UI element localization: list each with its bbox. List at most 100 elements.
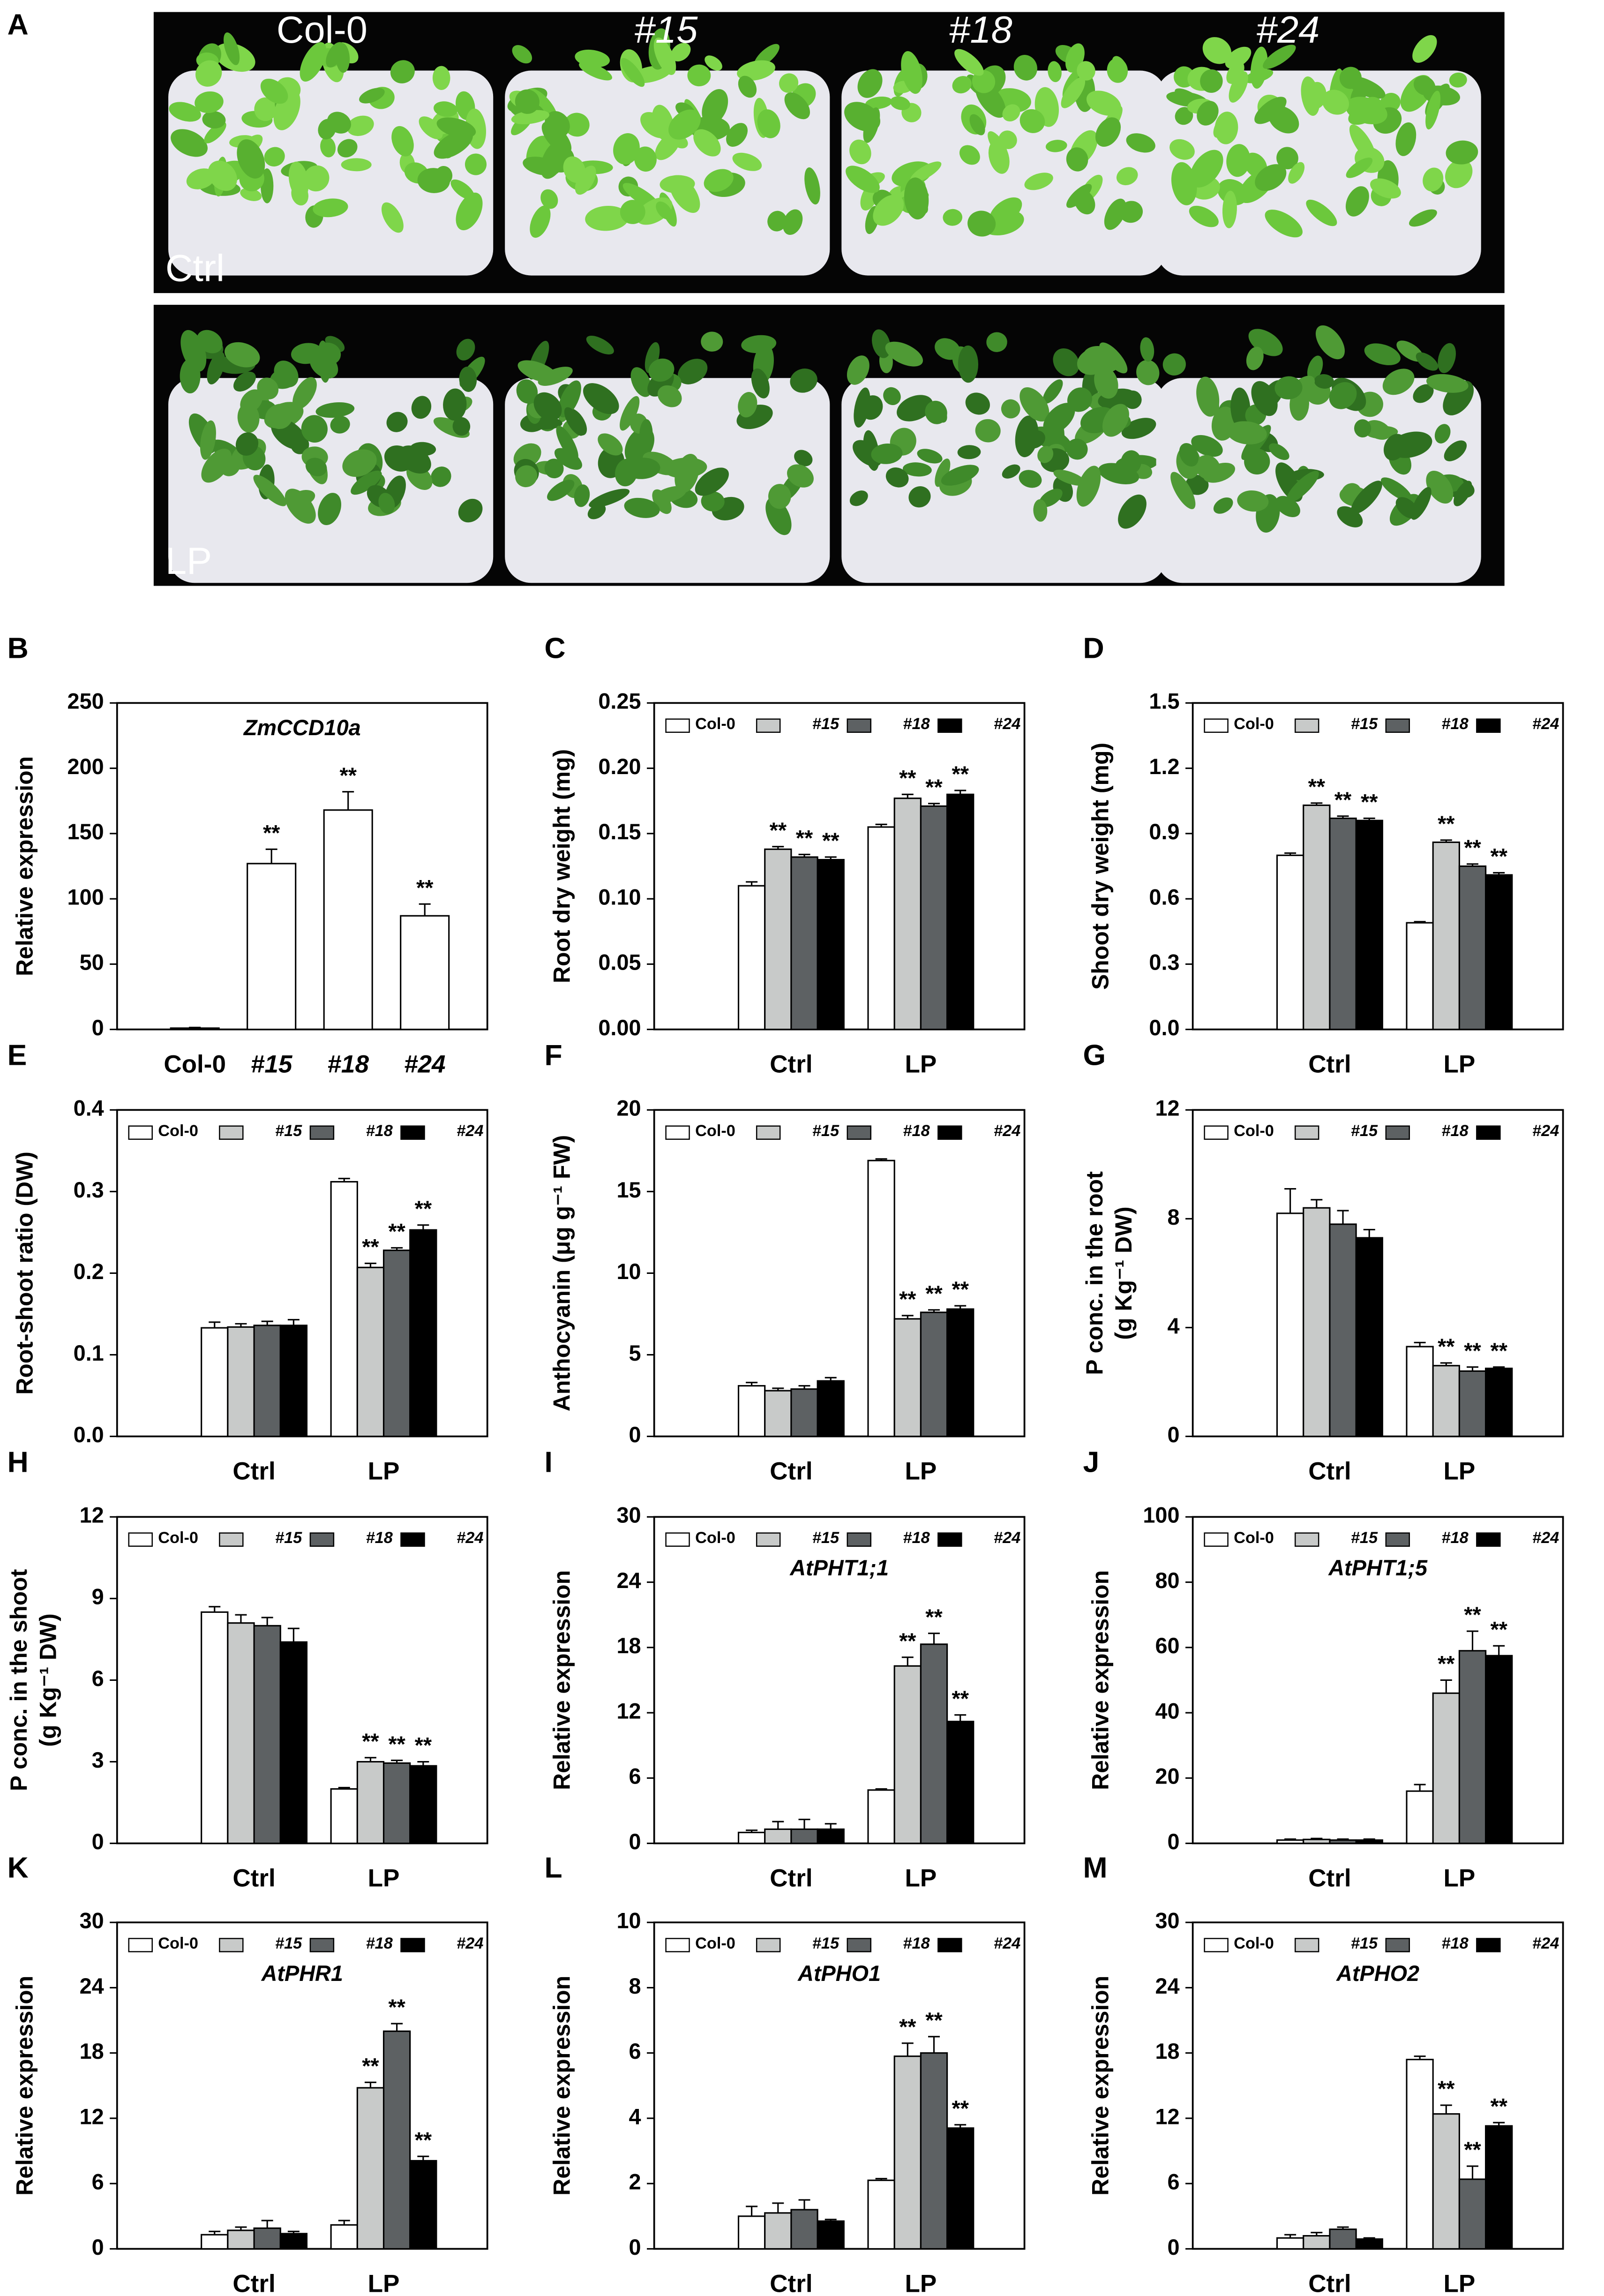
error-bar bbox=[261, 1617, 273, 1626]
leaf bbox=[1389, 431, 1432, 458]
leaf bbox=[171, 129, 208, 157]
legend-swatch bbox=[1385, 718, 1410, 733]
y-axis-label: (g Kg⁻¹ DW) bbox=[35, 1613, 61, 1746]
leaf bbox=[1288, 162, 1305, 184]
x-tick-label: LP bbox=[905, 1865, 937, 1892]
error-bar bbox=[746, 2206, 758, 2216]
error-bar bbox=[364, 1263, 376, 1268]
legend-swatch bbox=[309, 1125, 335, 1140]
bar bbox=[400, 915, 450, 1031]
y-tick-label: 5 bbox=[629, 1341, 641, 1365]
leaf bbox=[1053, 469, 1086, 486]
legend-label: #15 bbox=[1351, 1122, 1378, 1140]
leaf bbox=[1222, 190, 1237, 228]
x-tick-label: Ctrl bbox=[232, 2270, 275, 2296]
leaf bbox=[621, 58, 645, 87]
leaf bbox=[301, 415, 328, 443]
bar bbox=[1355, 2238, 1383, 2250]
significance: ** bbox=[415, 1733, 432, 1758]
legend-label: #15 bbox=[1351, 715, 1378, 733]
leaf bbox=[254, 97, 277, 121]
leaf bbox=[1423, 167, 1444, 192]
x-tick-label: Ctrl bbox=[770, 1865, 812, 1892]
bar bbox=[764, 848, 792, 1031]
x-tick-label: #15 bbox=[251, 1051, 293, 1078]
leaf bbox=[702, 89, 728, 125]
genotype-label: Col-0 bbox=[277, 9, 367, 51]
leaf bbox=[675, 454, 699, 493]
leaf bbox=[1121, 450, 1141, 474]
leaf bbox=[1322, 90, 1349, 115]
leaf bbox=[1013, 55, 1037, 81]
bar bbox=[893, 1318, 922, 1438]
leaf bbox=[315, 402, 355, 418]
bar bbox=[1432, 2113, 1460, 2250]
leaf bbox=[440, 138, 455, 158]
legend-swatch bbox=[128, 1938, 153, 1952]
leaf bbox=[1175, 107, 1193, 125]
y-tick-label: 8 bbox=[1167, 1205, 1179, 1229]
leaf bbox=[768, 484, 791, 509]
leaf bbox=[1306, 199, 1337, 226]
legend-label: Col-0 bbox=[695, 715, 735, 733]
y-tick-label: 1.5 bbox=[1149, 689, 1179, 714]
leaf bbox=[885, 341, 923, 367]
leaf bbox=[1275, 496, 1300, 517]
leaf bbox=[1077, 347, 1110, 375]
bar bbox=[737, 1831, 766, 1844]
x-tick-label: Ctrl bbox=[770, 2270, 812, 2296]
leaf bbox=[613, 133, 640, 165]
y-axis-label: Relative expression bbox=[1087, 1570, 1113, 1790]
leaf bbox=[1019, 387, 1049, 422]
leaf bbox=[865, 96, 892, 109]
bar bbox=[1329, 2228, 1357, 2250]
leaf bbox=[1425, 90, 1441, 130]
significance: ** bbox=[952, 762, 969, 786]
y-tick-label: 24 bbox=[1155, 1974, 1179, 1998]
error-bar bbox=[746, 1382, 758, 1386]
chart-panel: J Relative expression 0 20 40 60 80 100 Ctrl LP **… bbox=[1083, 1445, 1564, 1892]
leaf bbox=[767, 211, 787, 232]
leaf bbox=[1286, 471, 1319, 503]
leaf bbox=[972, 70, 996, 93]
leaf bbox=[303, 165, 330, 192]
y-tick-label: 0.25 bbox=[598, 689, 641, 714]
bar bbox=[409, 2160, 437, 2250]
error-bar bbox=[261, 2220, 273, 2228]
error-bar bbox=[1284, 2234, 1297, 2238]
panel-letter: J bbox=[1083, 1445, 1099, 1478]
y-tick-label: 0 bbox=[92, 1829, 104, 1854]
leaf bbox=[391, 126, 414, 157]
panel-letter: L bbox=[544, 1851, 562, 1884]
bar bbox=[1355, 820, 1383, 1031]
legend-swatch bbox=[400, 1125, 425, 1140]
y-tick-label: 10 bbox=[616, 1259, 641, 1284]
legend-label: #24 bbox=[457, 1935, 483, 1952]
chart-panel: I Relative expression 0 6 12 18 24 30 Ctrl LP ** **… bbox=[544, 1445, 1026, 1892]
legend-swatch bbox=[937, 1532, 962, 1547]
error-bar bbox=[824, 856, 837, 860]
leaf bbox=[925, 400, 947, 424]
y-tick-label: 9 bbox=[92, 1585, 104, 1609]
significance: ** bbox=[822, 828, 839, 853]
error-bar bbox=[1337, 815, 1349, 819]
leaf bbox=[186, 168, 216, 189]
legend-swatch bbox=[400, 1532, 425, 1547]
legend-label: #15 bbox=[275, 1935, 302, 1952]
leaf bbox=[846, 166, 880, 193]
error-bar bbox=[189, 1026, 201, 1028]
leaf bbox=[1227, 421, 1267, 444]
leaf bbox=[917, 449, 943, 464]
leaf bbox=[359, 88, 385, 104]
significance: ** bbox=[952, 1686, 969, 1711]
significance: ** bbox=[925, 1281, 943, 1306]
leaf bbox=[224, 32, 240, 65]
y-tick-label: 24 bbox=[80, 1974, 104, 1998]
significance: ** bbox=[1438, 1334, 1455, 1359]
leaf bbox=[1354, 419, 1372, 437]
leaf bbox=[1345, 186, 1369, 217]
leaf bbox=[941, 465, 979, 486]
y-axis-label: Relative expression bbox=[1087, 1976, 1113, 2196]
leaf bbox=[1314, 374, 1334, 389]
